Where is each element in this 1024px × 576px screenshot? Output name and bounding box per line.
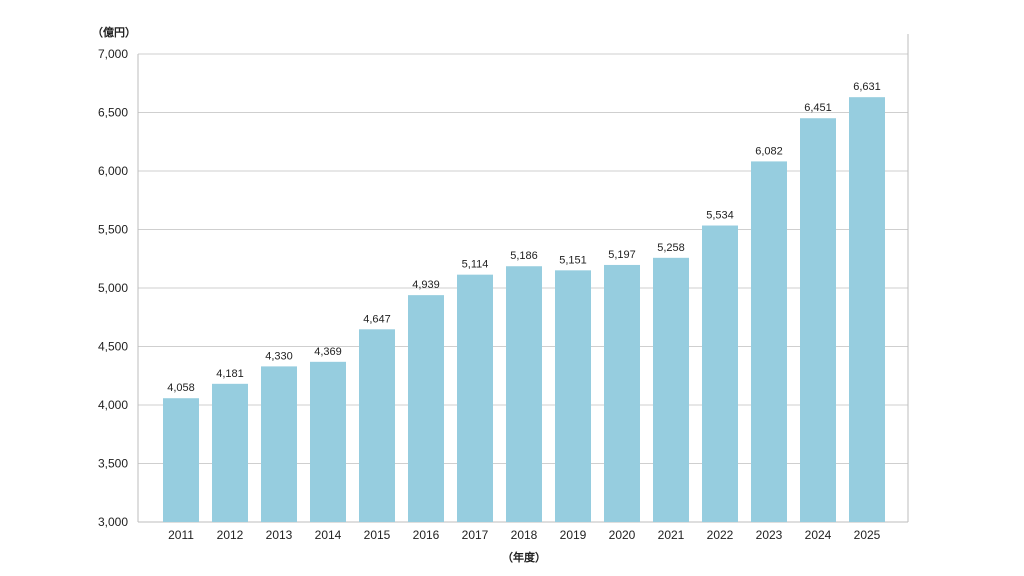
x-tick-label: 2016 <box>413 528 440 542</box>
y-tick-label: 5,000 <box>98 281 128 295</box>
bar <box>751 161 787 522</box>
bar <box>359 329 395 522</box>
x-tick-label: 2023 <box>756 528 783 542</box>
x-tick-label: 2011 <box>168 528 194 542</box>
bar <box>800 118 836 522</box>
x-tick-label: 2022 <box>707 528 734 542</box>
bar <box>457 274 493 522</box>
y-axis-unit-label: （億円） <box>92 25 136 39</box>
x-tick-label: 2014 <box>315 528 342 542</box>
y-tick-label: 4,500 <box>98 340 128 354</box>
data-label: 4,369 <box>314 346 342 358</box>
x-tick-label: 2024 <box>805 528 832 542</box>
data-label: 4,647 <box>363 313 391 325</box>
data-label: 5,197 <box>608 249 636 261</box>
data-label: 5,258 <box>657 242 685 254</box>
data-label: 6,082 <box>755 145 783 157</box>
x-tick-label: 2025 <box>854 528 881 542</box>
bar <box>310 361 346 522</box>
data-label: 5,534 <box>706 210 734 222</box>
y-tick-label: 4,000 <box>98 398 128 412</box>
bar <box>212 383 248 522</box>
data-label: 4,939 <box>412 279 440 291</box>
x-axis-unit-label: （年度） <box>502 550 546 564</box>
x-tick-label: 2020 <box>609 528 636 542</box>
bars-layer <box>163 97 885 522</box>
labels-layer: 3,000 3,500 4,000 4,500 5,000 5,500 6,000 6,500… <box>98 47 881 542</box>
x-tick-label: 2012 <box>217 528 244 542</box>
x-tick-label: 2015 <box>364 528 391 542</box>
data-label: 6,631 <box>853 81 881 93</box>
bar <box>163 398 199 522</box>
bar <box>261 366 297 522</box>
y-tick-label: 3,000 <box>98 515 128 529</box>
x-tick-label: 2013 <box>266 528 293 542</box>
bar <box>702 225 738 522</box>
y-tick-label: 3,500 <box>98 457 128 471</box>
bar <box>653 257 689 522</box>
data-label: 5,114 <box>462 259 489 271</box>
data-label: 5,186 <box>510 250 538 262</box>
bar <box>849 97 885 522</box>
data-label: 6,451 <box>804 102 832 114</box>
x-tick-label: 2017 <box>462 528 489 542</box>
data-label: 4,058 <box>167 382 195 394</box>
x-tick-label: 2019 <box>560 528 587 542</box>
y-tick-label: 6,500 <box>98 106 128 120</box>
bar <box>506 266 542 522</box>
y-tick-label: 5,500 <box>98 223 128 237</box>
bar <box>604 264 640 522</box>
data-label: 4,181 <box>216 368 244 380</box>
bar <box>408 295 444 522</box>
x-tick-label: 2018 <box>511 528 538 542</box>
y-tick-label: 6,000 <box>98 164 128 178</box>
bar <box>555 270 591 522</box>
data-label: 5,151 <box>559 254 587 266</box>
y-tick-label: 7,000 <box>98 47 128 61</box>
data-label: 4,330 <box>265 350 293 362</box>
x-tick-label: 2021 <box>658 528 685 542</box>
